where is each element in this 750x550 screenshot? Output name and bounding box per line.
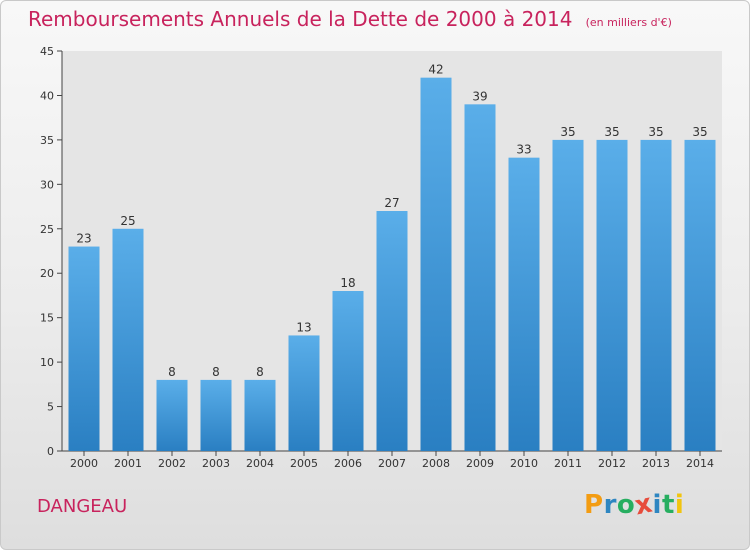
y-tick-label: 15 xyxy=(40,312,54,325)
x-tick-label: 2001 xyxy=(114,457,142,470)
bar xyxy=(112,228,144,451)
data-label: 35 xyxy=(648,125,663,139)
x-tick-label: 2011 xyxy=(554,457,582,470)
bar xyxy=(640,139,672,451)
data-label: 35 xyxy=(604,125,619,139)
unit-note: (en milliers d'€) xyxy=(585,16,672,29)
x-tick-label: 2004 xyxy=(246,457,274,470)
x-tick-label: 2013 xyxy=(642,457,670,470)
data-label: 35 xyxy=(692,125,707,139)
x-tick-label: 2003 xyxy=(202,457,230,470)
bar xyxy=(376,211,408,451)
data-label: 8 xyxy=(256,365,264,379)
bar xyxy=(420,77,452,452)
bar xyxy=(552,139,584,451)
bar xyxy=(244,379,276,451)
bar xyxy=(596,139,628,451)
title-text: Remboursements Annuels de la Dette de 20… xyxy=(28,7,573,31)
data-label: 23 xyxy=(76,232,91,246)
chart-title: Remboursements Annuels de la Dette de 20… xyxy=(28,7,672,31)
data-label: 13 xyxy=(296,320,311,334)
data-label: 25 xyxy=(120,214,135,228)
x-tick-label: 2010 xyxy=(510,457,538,470)
y-tick-label: 0 xyxy=(47,445,54,458)
brand-letter: P xyxy=(584,490,604,520)
x-tick-label: 2002 xyxy=(158,457,186,470)
x-tick-label: 2005 xyxy=(290,457,318,470)
bar xyxy=(156,379,188,451)
x-tick-label: 2007 xyxy=(378,457,406,470)
data-label: 27 xyxy=(384,196,399,210)
data-label: 8 xyxy=(212,365,220,379)
brand-letter: r xyxy=(603,490,617,520)
y-tick-label: 35 xyxy=(40,134,54,147)
bar xyxy=(684,139,716,451)
bar xyxy=(464,104,496,451)
data-label: 33 xyxy=(516,143,531,157)
bar xyxy=(288,335,320,451)
data-label: 35 xyxy=(560,125,575,139)
y-tick-label: 10 xyxy=(40,356,54,369)
x-tick-label: 2012 xyxy=(598,457,626,470)
brand-letter: i xyxy=(652,490,662,520)
brand-letter: i xyxy=(674,490,685,520)
brand-letter: o xyxy=(616,490,636,520)
data-label: 18 xyxy=(340,276,355,290)
x-tick-label: 2014 xyxy=(686,457,714,470)
y-tick-label: 30 xyxy=(40,178,54,191)
bar xyxy=(332,291,364,451)
data-label: 42 xyxy=(428,63,443,77)
x-tick-label: 2009 xyxy=(466,457,494,470)
x-tick-label: 2006 xyxy=(334,457,362,470)
bar xyxy=(508,157,540,451)
data-label: 8 xyxy=(168,365,176,379)
y-tick-label: 25 xyxy=(40,223,54,236)
brand-logo: Proxiti xyxy=(584,489,685,522)
x-tick-label: 2000 xyxy=(70,457,98,470)
y-tick-label: 40 xyxy=(40,89,54,102)
bar xyxy=(68,246,100,451)
y-tick-label: 20 xyxy=(40,267,54,280)
bar xyxy=(200,379,232,451)
data-label: 39 xyxy=(472,89,487,103)
y-tick-label: 5 xyxy=(47,401,54,414)
y-tick-label: 45 xyxy=(40,45,54,58)
place-name: DANGEAU xyxy=(37,496,128,517)
x-tick-label: 2008 xyxy=(422,457,450,470)
brand-letter: t xyxy=(661,490,675,520)
